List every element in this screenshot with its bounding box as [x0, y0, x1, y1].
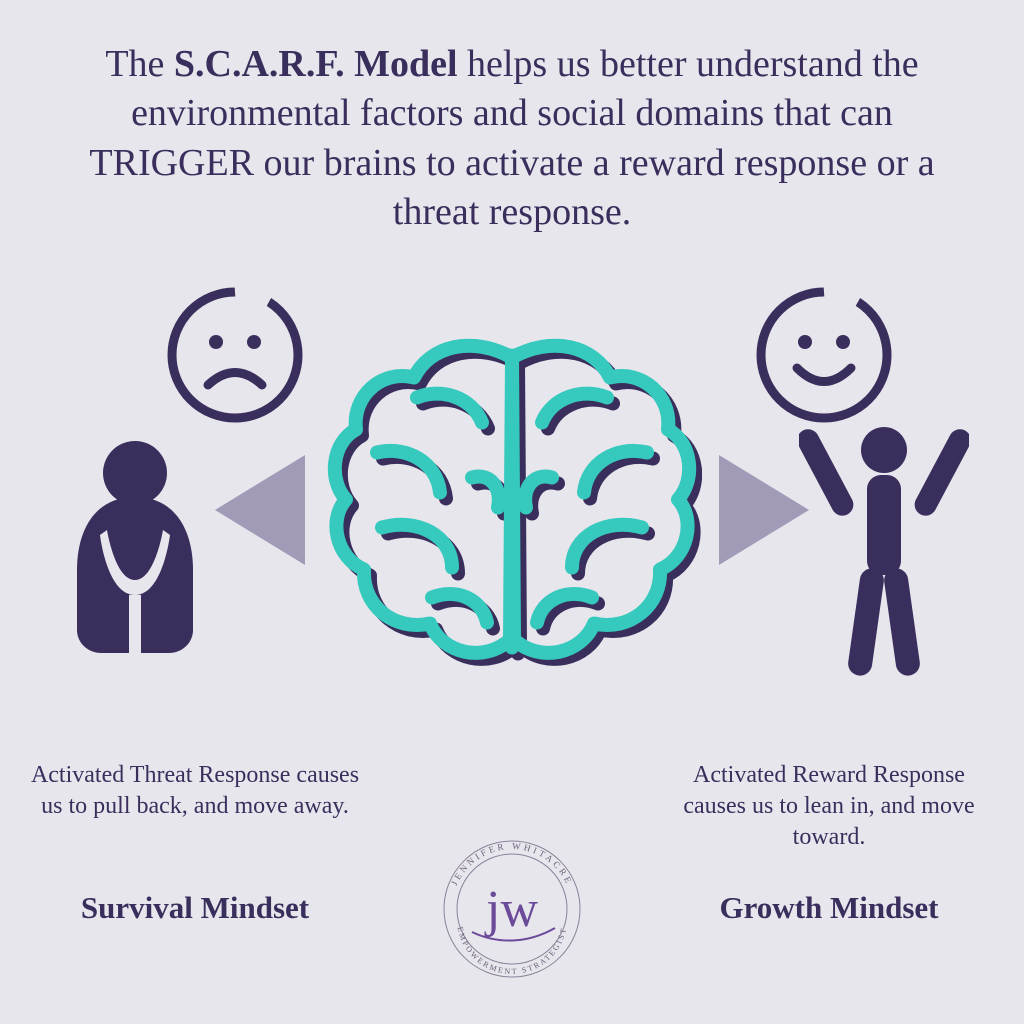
heading-bold: S.C.A.R.F. Model	[174, 43, 458, 85]
happy-face-icon	[749, 280, 899, 435]
huddled-person-icon	[55, 435, 215, 660]
heading: The S.C.A.R.F. Model helps us better und…	[50, 40, 974, 238]
threat-caption: Activated Threat Response causes us to p…	[30, 760, 360, 822]
arms-up-person-icon	[799, 420, 969, 685]
logo-initials: jw	[484, 881, 538, 938]
reward-caption: Activated Reward Response causes us to l…	[664, 760, 994, 854]
diagram-row	[0, 290, 1024, 730]
arrow-right-icon	[719, 455, 809, 565]
survival-mindset-label: Survival Mindset	[30, 890, 360, 926]
heading-pre: The	[105, 43, 174, 85]
logo: JENNIFER WHITACRE EMPOWERMENT STRATEGIST…	[427, 824, 597, 999]
growth-mindset-label: Growth Mindset	[664, 890, 994, 926]
sad-face-icon	[160, 280, 310, 435]
brain-icon	[322, 328, 702, 693]
arrow-left-icon	[215, 455, 305, 565]
